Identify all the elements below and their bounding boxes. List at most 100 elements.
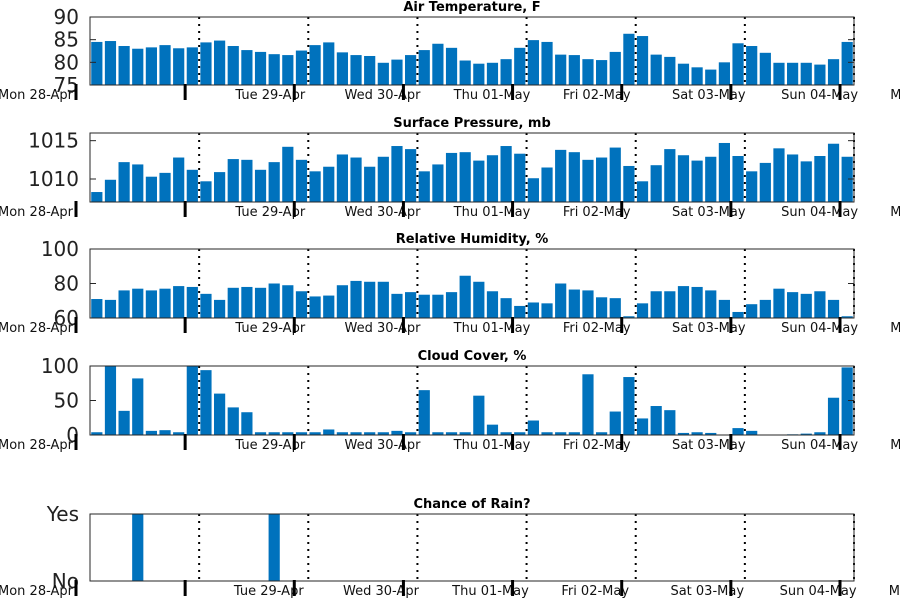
bar [650, 54, 662, 85]
bar [705, 156, 717, 202]
bar [800, 62, 812, 85]
x-tick-label: Thu 01-May [453, 321, 531, 336]
bar [418, 171, 430, 202]
bar [295, 50, 308, 85]
bar [186, 169, 198, 202]
bar [500, 146, 512, 202]
y-tick-label: 90 [54, 5, 79, 29]
bar [336, 52, 348, 85]
bar [418, 294, 430, 318]
bar [459, 152, 471, 202]
bar [841, 41, 853, 85]
bar [677, 432, 690, 435]
y-tick-label: 1015 [28, 129, 79, 153]
axes-box [89, 513, 855, 582]
bar [268, 54, 280, 85]
bar [227, 46, 239, 85]
x-tick-label: Fri 02-May [563, 205, 631, 220]
bar [350, 55, 362, 85]
bar [459, 275, 471, 318]
bar [746, 46, 758, 85]
x-tick-label: Mon 28-Apr [0, 321, 74, 336]
bar [514, 305, 526, 318]
bar [718, 142, 730, 202]
bar [664, 56, 676, 85]
bar [555, 432, 567, 435]
panel-title: Air Temperature, F [403, 0, 540, 15]
bar [254, 432, 267, 435]
bar [596, 60, 608, 85]
bar [132, 378, 144, 435]
bar [773, 148, 785, 202]
x-tick-label: Fri 02-May [563, 88, 631, 103]
bar [636, 418, 649, 435]
bar [541, 41, 553, 85]
bar [200, 181, 212, 202]
bar [814, 156, 826, 202]
bar [350, 157, 362, 202]
bar [841, 316, 853, 318]
bar [364, 281, 376, 318]
bar [159, 172, 171, 202]
bar [350, 432, 362, 435]
axes-box [89, 16, 855, 86]
x-tick-label: Mon 28-Apr [0, 88, 74, 103]
bar [841, 367, 853, 435]
bar [91, 41, 103, 85]
bar [118, 46, 130, 85]
bar [568, 55, 580, 85]
bar [827, 299, 840, 318]
bar [596, 297, 608, 318]
bar [568, 152, 580, 202]
x-tick-label: Fri 02-May [563, 438, 631, 453]
x-tick-label: Thu 01-May [453, 438, 531, 453]
bar [609, 147, 621, 202]
bar [746, 304, 758, 318]
bar [623, 316, 635, 318]
bar [486, 291, 499, 318]
bar [432, 432, 444, 435]
bar [132, 288, 144, 318]
panel-title: Cloud Cover, % [418, 349, 527, 364]
x-tick-label: Mon 28-Apr [0, 584, 74, 599]
bar [500, 432, 512, 435]
bar [227, 159, 239, 202]
x-tick-label: Thu 01-May [451, 584, 529, 599]
bar [636, 181, 649, 202]
bar [268, 283, 280, 318]
bar [145, 290, 157, 318]
x-tick-label: Sat 03-May [672, 438, 746, 453]
x-tick-label: Sat 03-May [672, 205, 746, 220]
bar [254, 287, 267, 318]
bar [773, 62, 785, 85]
bar [282, 432, 294, 435]
bar [391, 59, 403, 85]
bar [527, 40, 539, 85]
bar [732, 311, 744, 318]
x-tick-label: Sat 03-May [670, 584, 744, 599]
x-tick-label: Tue 29-Apr [233, 584, 304, 599]
bar [186, 47, 198, 85]
bar [200, 42, 212, 85]
bar [295, 159, 308, 202]
bar [418, 50, 430, 85]
x-tick-label: Sun 04-May [781, 321, 858, 336]
x-tick-label: Tue 29-Apr [234, 205, 305, 220]
bar [336, 154, 348, 202]
bar [323, 429, 335, 435]
bar [227, 407, 239, 435]
bar [705, 432, 717, 435]
bar [664, 410, 676, 435]
bar [214, 393, 226, 435]
bar [445, 432, 458, 435]
bar [173, 432, 185, 435]
bar [268, 514, 280, 581]
bar [214, 299, 226, 318]
bar [609, 411, 621, 435]
y-tick-label: No [52, 569, 79, 593]
bar [104, 366, 117, 435]
bar [473, 160, 485, 202]
bar [132, 48, 144, 85]
